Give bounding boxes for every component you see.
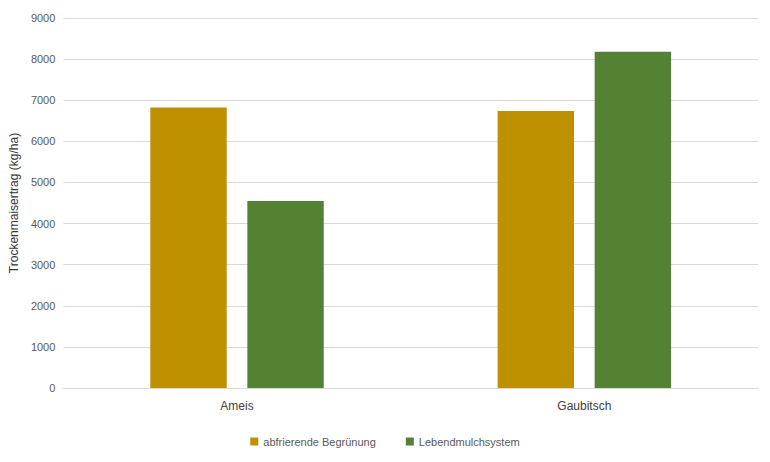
svg-text:Ameis: Ameis xyxy=(220,399,253,413)
svg-text:7000: 7000 xyxy=(31,94,55,106)
svg-text:5000: 5000 xyxy=(31,176,55,188)
svg-text:3000: 3000 xyxy=(31,259,55,271)
svg-text:Trockenmaisertrag (kg/ha): Trockenmaisertrag (kg/ha) xyxy=(7,133,21,273)
svg-text:abfrierende Begrünung: abfrierende Begrünung xyxy=(263,436,376,448)
svg-text:0: 0 xyxy=(49,382,55,394)
svg-text:1000: 1000 xyxy=(31,341,55,353)
svg-text:4000: 4000 xyxy=(31,218,55,230)
svg-text:Lebendmulchsystem: Lebendmulchsystem xyxy=(419,436,520,448)
svg-text:9000: 9000 xyxy=(31,12,55,24)
svg-text:8000: 8000 xyxy=(31,53,55,65)
svg-text:2000: 2000 xyxy=(31,300,55,312)
svg-text:6000: 6000 xyxy=(31,135,55,147)
svg-text:Gaubitsch: Gaubitsch xyxy=(557,399,611,413)
